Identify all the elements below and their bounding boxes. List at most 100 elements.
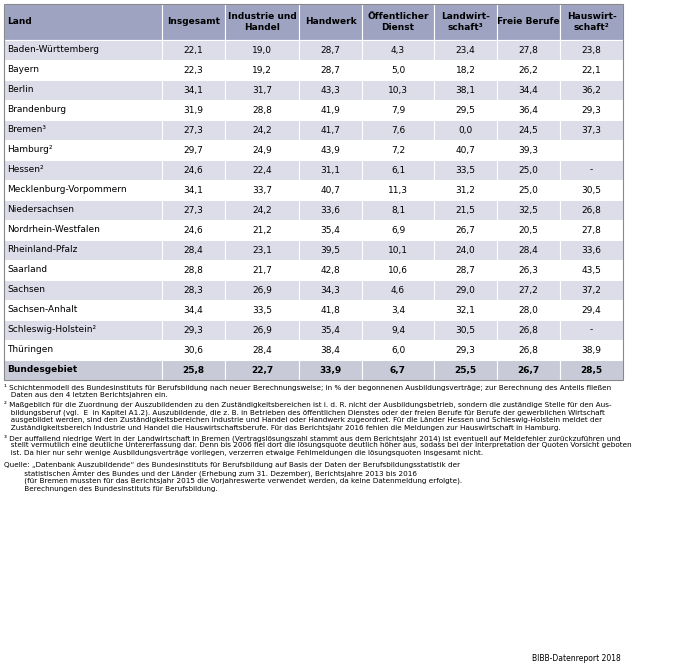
Bar — [497, 4, 560, 40]
Text: 38,9: 38,9 — [582, 346, 601, 354]
Text: 28,4: 28,4 — [183, 246, 204, 254]
Bar — [362, 280, 434, 300]
Bar — [497, 40, 560, 60]
Bar — [362, 360, 434, 380]
Text: statistischen Ämter des Bundes und der Länder (Erhebung zum 31. Dezember), Beric: statistischen Ämter des Bundes und der L… — [4, 470, 417, 478]
Bar — [362, 4, 434, 40]
Text: 29,3: 29,3 — [582, 105, 601, 115]
Text: 26,7: 26,7 — [517, 366, 540, 374]
Bar — [162, 60, 225, 80]
Bar — [225, 260, 299, 280]
Text: ist. Da hier nur sehr wenige Ausbildungsverträge vorliegen, verzerren etwaige Fe: ist. Da hier nur sehr wenige Ausbildungs… — [4, 450, 483, 456]
Text: 39,5: 39,5 — [321, 246, 340, 254]
Text: 24,6: 24,6 — [183, 165, 204, 174]
Bar — [560, 160, 623, 180]
Bar — [4, 340, 162, 360]
Bar — [362, 40, 434, 60]
Bar — [434, 360, 497, 380]
Text: Brandenburg: Brandenburg — [7, 105, 66, 115]
Text: 31,7: 31,7 — [252, 85, 272, 95]
Text: 33,9: 33,9 — [319, 366, 342, 374]
Bar — [4, 140, 162, 160]
Bar — [299, 300, 362, 320]
Bar — [4, 40, 162, 60]
Bar — [299, 140, 362, 160]
Text: 31,9: 31,9 — [183, 105, 204, 115]
Bar — [560, 320, 623, 340]
Bar — [560, 260, 623, 280]
Bar — [434, 260, 497, 280]
Bar — [434, 300, 497, 320]
Text: 23,1: 23,1 — [252, 246, 272, 254]
Text: 43,9: 43,9 — [321, 145, 340, 155]
Bar — [299, 240, 362, 260]
Bar — [434, 80, 497, 100]
Bar — [434, 60, 497, 80]
Bar — [162, 360, 225, 380]
Text: 24,9: 24,9 — [252, 145, 272, 155]
Bar — [497, 200, 560, 220]
Text: Berechnungen des Bundesinstituts für Berufsbildung.: Berechnungen des Bundesinstituts für Ber… — [4, 486, 218, 492]
Bar — [497, 160, 560, 180]
Bar — [225, 80, 299, 100]
Text: 10,3: 10,3 — [388, 85, 408, 95]
Text: 28,7: 28,7 — [321, 65, 340, 75]
Bar — [225, 100, 299, 120]
Text: 34,1: 34,1 — [183, 186, 204, 194]
Text: 24,2: 24,2 — [252, 125, 272, 135]
Bar — [497, 120, 560, 140]
Text: 41,8: 41,8 — [321, 306, 340, 314]
Bar — [560, 300, 623, 320]
Text: 34,4: 34,4 — [519, 85, 538, 95]
Text: 27,2: 27,2 — [519, 286, 538, 294]
Text: 36,4: 36,4 — [519, 105, 538, 115]
Text: 26,7: 26,7 — [456, 226, 475, 234]
Bar — [225, 280, 299, 300]
Bar — [225, 120, 299, 140]
Text: 6,0: 6,0 — [391, 346, 405, 354]
Text: ² Maßgeblich für die Zuordnung der Auszubildenden zu den Zuständigkeitsbereichen: ² Maßgeblich für die Zuordnung der Auszu… — [4, 401, 612, 408]
Text: Bremen³: Bremen³ — [7, 125, 46, 135]
Bar — [4, 320, 162, 340]
Bar — [299, 40, 362, 60]
Text: 21,2: 21,2 — [252, 226, 272, 234]
Bar — [4, 80, 162, 100]
Text: -: - — [590, 326, 593, 334]
Bar — [362, 160, 434, 180]
Text: 28,0: 28,0 — [519, 306, 538, 314]
Text: Zuständigkeitsbereich Industrie und Handel die Hauswirtschaftsberufe. Für das Be: Zuständigkeitsbereich Industrie und Hand… — [4, 426, 561, 432]
Text: Öffentlicher
Dienst: Öffentlicher Dienst — [368, 12, 428, 32]
Bar — [497, 100, 560, 120]
Bar — [299, 260, 362, 280]
Text: 34,3: 34,3 — [321, 286, 340, 294]
Text: Rheinland-Pfalz: Rheinland-Pfalz — [7, 246, 78, 254]
Text: 30,5: 30,5 — [456, 326, 475, 334]
Text: 38,1: 38,1 — [456, 85, 475, 95]
Text: 9,4: 9,4 — [391, 326, 405, 334]
Text: Landwirt-
schaft³: Landwirt- schaft³ — [441, 12, 490, 32]
Text: 10,1: 10,1 — [388, 246, 408, 254]
Text: 28,8: 28,8 — [183, 266, 204, 274]
Bar — [362, 120, 434, 140]
Text: 10,6: 10,6 — [388, 266, 408, 274]
Text: 32,1: 32,1 — [456, 306, 475, 314]
Bar — [560, 180, 623, 200]
Bar — [497, 220, 560, 240]
Bar — [162, 120, 225, 140]
Text: 41,7: 41,7 — [321, 125, 340, 135]
Text: 6,1: 6,1 — [391, 165, 405, 174]
Text: 22,1: 22,1 — [183, 45, 204, 55]
Text: 35,4: 35,4 — [321, 326, 340, 334]
Text: 35,4: 35,4 — [321, 226, 340, 234]
Bar — [560, 40, 623, 60]
Bar — [299, 320, 362, 340]
Bar — [299, 280, 362, 300]
Text: 26,8: 26,8 — [582, 206, 601, 214]
Bar — [497, 300, 560, 320]
Text: 18,2: 18,2 — [456, 65, 475, 75]
Text: Baden-Württemberg: Baden-Württemberg — [7, 45, 99, 55]
Bar — [4, 4, 623, 380]
Bar — [299, 120, 362, 140]
Text: BIBB-Datenreport 2018: BIBB-Datenreport 2018 — [532, 654, 621, 663]
Text: 3,4: 3,4 — [391, 306, 405, 314]
